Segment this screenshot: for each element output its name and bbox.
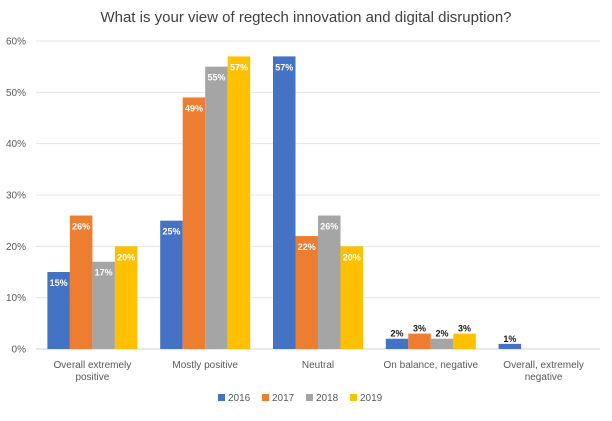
legend-swatch	[262, 394, 269, 401]
x-tick-label: negative	[525, 372, 563, 383]
data-label: 26%	[72, 222, 90, 232]
x-tick-label: Overall, extremely	[503, 360, 584, 371]
legend-swatch	[218, 394, 225, 401]
data-label: 3%	[413, 324, 426, 334]
y-tick-label: 20%	[6, 242, 26, 253]
legend-label: 2016	[228, 393, 251, 404]
bar-2016	[498, 343, 522, 349]
y-tick-label: 10%	[6, 293, 26, 304]
data-label: 20%	[343, 252, 361, 262]
legend-label: 2019	[360, 393, 383, 404]
data-label: 57%	[230, 62, 248, 72]
legend-swatch	[350, 394, 357, 401]
y-tick-label: 30%	[6, 191, 26, 202]
data-label: 17%	[95, 268, 113, 278]
data-label: 26%	[320, 222, 338, 232]
legend-label: 2017	[272, 393, 295, 404]
bar-2019	[340, 246, 363, 349]
bar-2017	[295, 236, 318, 349]
legend-swatch	[306, 394, 313, 401]
data-label: 2%	[436, 329, 449, 339]
data-label: 3%	[458, 324, 471, 334]
legend-label: 2018	[316, 393, 339, 404]
data-label: 22%	[298, 242, 316, 252]
y-tick-label: 60%	[6, 37, 26, 48]
legend: 2016 2017 2018 2019	[218, 393, 383, 404]
bar-2016	[160, 220, 183, 349]
bar-2018	[92, 261, 115, 349]
bars: 15% 26% 17% 20% 25% 49% 55% 57% 57% 22% 26% 20% 2% 3%…	[47, 56, 522, 350]
bar-2019	[114, 246, 138, 349]
x-tick-label: Mostly positive	[172, 360, 238, 371]
y-axis-labels: 0% 10% 20% 30% 40% 50% 60%	[6, 37, 26, 356]
x-tick-label: Neutral	[302, 360, 334, 371]
chart-title: What is your view of regtech innovation …	[100, 9, 511, 26]
bar-2019	[453, 333, 476, 349]
y-tick-label: 50%	[6, 88, 26, 99]
data-label: 49%	[185, 103, 203, 113]
bar-2016	[385, 338, 409, 349]
data-label: 15%	[50, 278, 68, 288]
bar-2017	[69, 215, 93, 349]
bar-2016	[47, 272, 70, 349]
bar-2019	[227, 56, 251, 350]
bar-2016	[273, 56, 296, 350]
bar-2018	[205, 66, 228, 350]
bar-2017	[408, 333, 431, 349]
x-tick-label: Overall extremely	[53, 360, 131, 371]
bar-2017	[182, 97, 206, 349]
data-label: 55%	[207, 73, 225, 83]
data-label: 57%	[275, 62, 293, 72]
data-label: 2%	[391, 329, 404, 339]
y-tick-label: 40%	[6, 139, 26, 150]
data-label: 25%	[162, 227, 180, 237]
data-label: 20%	[117, 252, 135, 262]
x-tick-label: positive	[75, 372, 109, 383]
x-tick-label: On balance, negative	[384, 360, 479, 371]
bar-2018	[430, 338, 454, 349]
data-label: 1%	[503, 334, 516, 344]
bar-2018	[318, 215, 341, 349]
y-tick-label: 0%	[12, 345, 27, 356]
